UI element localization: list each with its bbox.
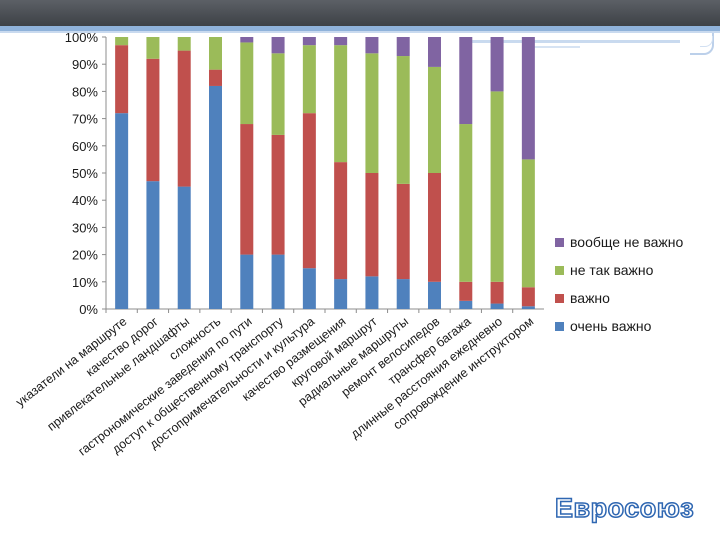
bar-segment bbox=[115, 37, 129, 46]
bar-segment bbox=[240, 124, 254, 255]
bar-segment bbox=[240, 37, 254, 43]
bar-segment bbox=[209, 37, 222, 70]
legend-item-not-so-important: не так важно bbox=[555, 256, 683, 284]
bar-segment bbox=[459, 37, 473, 125]
bar-segment bbox=[396, 37, 410, 57]
bar-segment bbox=[302, 268, 316, 309]
bar-segment bbox=[146, 181, 160, 309]
bar-segment bbox=[521, 159, 535, 288]
y-tick-label: 0% bbox=[79, 302, 98, 317]
bar-segment bbox=[459, 300, 473, 309]
brand-logo-text: Евросоюз bbox=[554, 492, 695, 524]
y-tick-label: 100% bbox=[65, 30, 99, 45]
legend: вообще не важно не так важно важно очень… bbox=[555, 228, 683, 340]
bar-segment bbox=[271, 53, 285, 135]
bar-segment bbox=[490, 303, 504, 309]
bar-segment bbox=[271, 37, 285, 54]
bar-segment bbox=[490, 281, 504, 304]
bar-segment bbox=[428, 66, 441, 173]
bar-segment bbox=[396, 183, 410, 280]
decorative-line-short bbox=[530, 46, 580, 48]
bar-segment bbox=[396, 279, 410, 309]
bar-segment bbox=[302, 37, 316, 46]
bar-segment bbox=[334, 45, 348, 163]
y-tick-label: 50% bbox=[72, 166, 98, 181]
legend-label: важно bbox=[570, 290, 610, 306]
bar-segment bbox=[396, 56, 410, 184]
y-tick-label: 10% bbox=[72, 275, 98, 290]
legend-label: не так важно bbox=[570, 262, 654, 278]
legend-item-not-important-at-all: вообще не важно bbox=[555, 228, 683, 256]
legend-swatch bbox=[555, 321, 564, 331]
legend-swatch bbox=[555, 293, 564, 303]
legend-item-important: важно bbox=[555, 284, 683, 312]
bar-segment bbox=[428, 37, 441, 67]
bar-segment bbox=[521, 287, 535, 307]
y-tick-label: 70% bbox=[72, 112, 98, 127]
legend-label: вообще не важно bbox=[570, 234, 684, 250]
bar-segment bbox=[115, 45, 129, 114]
bar-segment bbox=[428, 173, 441, 282]
bar-segment bbox=[177, 50, 191, 187]
legend-swatch bbox=[555, 265, 564, 275]
bar-segment bbox=[302, 113, 316, 269]
bar-segment bbox=[365, 37, 379, 54]
bar-segment bbox=[334, 162, 348, 280]
bar-segment bbox=[428, 281, 441, 309]
bar-segment bbox=[271, 254, 285, 309]
bar-segment bbox=[365, 173, 379, 277]
bar-segment bbox=[240, 42, 254, 125]
top-accent-thin-line bbox=[0, 31, 720, 33]
decorative-corner bbox=[690, 33, 714, 55]
y-tick-label: 60% bbox=[72, 139, 98, 154]
y-tick-label: 90% bbox=[72, 57, 98, 72]
y-tick-label: 30% bbox=[72, 220, 98, 235]
top-bar bbox=[0, 0, 720, 26]
legend-item-very-important: очень важно bbox=[555, 312, 683, 340]
bar-segment bbox=[240, 254, 254, 309]
bar-segment bbox=[365, 53, 379, 173]
bar-segment bbox=[459, 281, 473, 301]
bar-segment bbox=[490, 37, 504, 92]
legend-swatch bbox=[555, 237, 564, 247]
y-tick-label: 80% bbox=[72, 84, 98, 99]
bar-segment bbox=[146, 37, 160, 59]
y-tick-label: 40% bbox=[72, 193, 98, 208]
decorative-corner-inner bbox=[700, 36, 713, 47]
bar-segment bbox=[459, 124, 473, 282]
bar-segment bbox=[334, 37, 348, 46]
bar-segment bbox=[365, 276, 379, 309]
bar-segment bbox=[521, 306, 535, 309]
bar-segment bbox=[334, 279, 348, 309]
bar-segment bbox=[146, 58, 160, 182]
bar-segment bbox=[209, 85, 222, 310]
legend-label: очень важно bbox=[570, 318, 652, 334]
bar-segment bbox=[521, 37, 535, 160]
bar-segment bbox=[115, 113, 129, 309]
bar-segment bbox=[177, 186, 191, 309]
bar-segment bbox=[177, 37, 191, 51]
bar-segment bbox=[271, 134, 285, 255]
y-tick-label: 20% bbox=[72, 248, 98, 263]
bar-segment bbox=[490, 91, 504, 282]
bar-segment bbox=[302, 45, 316, 114]
bar-segment bbox=[209, 69, 222, 86]
top-accent-line bbox=[0, 26, 720, 31]
decorative-line bbox=[470, 40, 680, 43]
